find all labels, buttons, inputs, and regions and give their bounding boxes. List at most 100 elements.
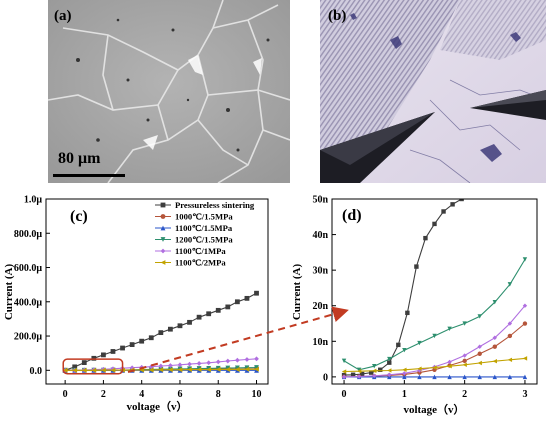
d-point-0-9 xyxy=(423,235,428,241)
d-point-0-13 xyxy=(459,199,464,202)
c-xtick-label-4: 8 xyxy=(216,389,221,400)
c-legend-label-1: 1000℃/1.5MPa xyxy=(175,212,233,222)
c-point-0-3 xyxy=(91,355,97,361)
d-point-1-9 xyxy=(477,351,482,356)
d-xtick-label-1: 1 xyxy=(402,389,407,400)
c-point-4-18 xyxy=(234,357,240,363)
c-legend-label-2: 1100℃/1.5MPa xyxy=(175,223,233,233)
c-xtick-label-2: 4 xyxy=(139,389,144,400)
c-point-0-17 xyxy=(225,304,231,310)
c-legend-marker-5 xyxy=(160,260,166,265)
c-legend-marker-4 xyxy=(160,248,166,254)
d-point-2-7 xyxy=(447,374,452,380)
d-ytick-label-4: 40n xyxy=(312,230,328,241)
c-point-0-18 xyxy=(234,299,240,305)
c-xtick-label-0: 0 xyxy=(63,389,68,400)
d-point-5-1 xyxy=(356,368,362,374)
d-point-4-1 xyxy=(356,374,362,379)
chart-d-ylabel: Current (A) xyxy=(291,264,303,321)
c-point-4-13 xyxy=(187,361,192,367)
d-ytick-label-0: 0 xyxy=(323,372,328,383)
d-point-2-12 xyxy=(522,374,528,380)
panel-label-a: (a) xyxy=(54,8,72,24)
c-point-4-20 xyxy=(254,356,259,362)
c-point-0-6 xyxy=(120,345,125,351)
d-ytick-label-3: 30n xyxy=(312,266,328,277)
d-point-2-8 xyxy=(462,374,467,380)
d-ytick-label-1: 10n xyxy=(312,337,328,348)
d-point-3-4 xyxy=(402,348,407,353)
d-point-2-4 xyxy=(402,374,407,380)
d-series-line-3 xyxy=(343,259,526,371)
c-point-4-14 xyxy=(196,361,202,366)
d-point-0-11 xyxy=(441,209,446,214)
d-xtick-label-0: 0 xyxy=(342,389,347,400)
d-point-2-9 xyxy=(477,374,482,380)
d-point-5-11 xyxy=(507,357,513,363)
c-xtick-label-5: 10 xyxy=(252,389,262,400)
d-point-2-10 xyxy=(492,374,497,380)
d-point-3-12 xyxy=(522,257,528,262)
c-point-0-14 xyxy=(196,314,202,320)
d-ytick-label-2: 20n xyxy=(312,301,328,312)
chart-c-xlabel: voltage（v） xyxy=(126,400,187,413)
d-point-5-5 xyxy=(417,366,422,371)
d-point-1-12 xyxy=(522,321,528,326)
d-point-4-2 xyxy=(372,373,377,379)
highlight-box xyxy=(62,358,124,375)
c-point-0-19 xyxy=(244,295,250,301)
d-xtick-label-3: 3 xyxy=(522,389,527,400)
d-point-0-10 xyxy=(432,221,437,227)
c-point-0-11 xyxy=(167,326,173,332)
micrograph-image-a: (a) 80 μm xyxy=(48,0,290,183)
d-point-3-3 xyxy=(387,356,392,362)
c-xtick-label-1: 2 xyxy=(101,389,106,400)
c-point-4-19 xyxy=(244,357,250,362)
c-ytick-label-1: 200.0μ xyxy=(14,332,43,343)
d-point-1-10 xyxy=(492,344,497,349)
d-point-4-10 xyxy=(492,335,497,340)
c-point-5-0 xyxy=(62,367,68,373)
c-point-5-1 xyxy=(72,367,78,373)
d-point-0-6 xyxy=(396,342,401,348)
c-point-0-12 xyxy=(177,323,183,329)
c-ytick-label-4: 800.0μ xyxy=(14,229,43,240)
c-point-4-15 xyxy=(206,360,212,366)
d-point-4-9 xyxy=(477,344,482,349)
chart-d-xlabel: voltage（v） xyxy=(403,403,464,416)
d-point-4-4 xyxy=(402,371,407,376)
c-legend-marker-2 xyxy=(160,225,166,231)
c-legend-label-0: Pressureless sintering xyxy=(175,200,255,210)
d-point-5-8 xyxy=(462,362,467,367)
chart-c-ylabel: Current (A) xyxy=(3,264,15,321)
c-point-0-8 xyxy=(139,338,145,344)
d-point-5-2 xyxy=(372,368,377,374)
c-ytick-label-5: 1.0μ xyxy=(24,195,43,206)
d-point-3-5 xyxy=(417,340,422,346)
c-point-5-5 xyxy=(110,367,116,373)
c-ytick-label-3: 600.0μ xyxy=(14,263,43,274)
d-point-5-10 xyxy=(492,359,497,364)
d-point-0-7 xyxy=(405,310,410,316)
chart-d: 0 1 2 3 0 10n 20n 30n 40n 50n (d) voltage（v） Cur… xyxy=(291,195,538,416)
c-point-0-4 xyxy=(101,352,106,358)
d-point-2-6 xyxy=(432,374,437,380)
c-legend-marker-3 xyxy=(160,237,166,242)
d-point-0-12 xyxy=(450,202,455,207)
c-point-0-2 xyxy=(81,360,87,365)
c-legend-label-5: 1100℃/2MPa xyxy=(175,258,226,268)
d-point-5-9 xyxy=(477,360,482,366)
c-point-0-16 xyxy=(215,307,221,313)
d-point-0-5 xyxy=(387,360,392,365)
c-point-4-12 xyxy=(177,362,183,368)
d-point-4-3 xyxy=(387,372,392,377)
c-point-0-13 xyxy=(187,319,192,325)
d-point-2-11 xyxy=(507,374,513,380)
probe-photo-drawing xyxy=(320,0,546,183)
chart-c-frame xyxy=(45,198,269,385)
c-legend-label-4: 1100℃/1MPa xyxy=(175,246,226,256)
c-point-5-3 xyxy=(91,367,97,373)
c-point-5-4 xyxy=(101,367,106,373)
d-point-4-0 xyxy=(341,374,347,380)
c-point-5-2 xyxy=(81,367,87,373)
